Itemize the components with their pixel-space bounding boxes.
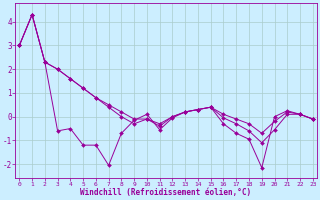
X-axis label: Windchill (Refroidissement éolien,°C): Windchill (Refroidissement éolien,°C) <box>81 188 252 197</box>
